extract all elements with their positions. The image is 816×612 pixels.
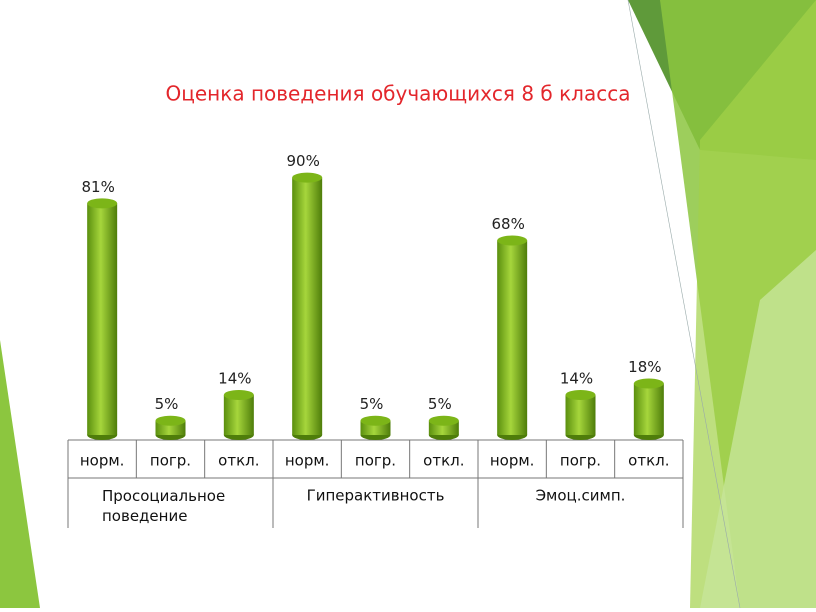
bar: [87, 203, 118, 435]
group-label: Эмоц.симп.: [536, 487, 626, 505]
bar: [633, 383, 664, 435]
data-label: 14%: [560, 369, 593, 387]
bar: [223, 394, 254, 435]
x-tick-label: погр.: [150, 452, 191, 470]
bar-cap: [497, 235, 528, 246]
bar: [565, 394, 596, 435]
data-label: 81%: [81, 178, 114, 196]
x-tick-label: откл.: [218, 452, 259, 470]
x-tick-label: погр.: [355, 452, 396, 470]
x-tick-label: откл.: [628, 452, 669, 470]
bar-cap: [633, 378, 664, 389]
bar-cap: [292, 172, 323, 183]
bar-cap: [223, 389, 254, 400]
bar: [292, 177, 323, 435]
bar-cap: [428, 415, 459, 426]
data-label: 18%: [628, 358, 661, 376]
data-label: 5%: [360, 395, 384, 413]
bar-cap: [155, 415, 186, 426]
group-label: Гиперактивность: [307, 487, 445, 505]
bar-cap: [360, 415, 391, 426]
group-label: Просоциальное поведение: [102, 487, 225, 525]
bar-cap: [565, 389, 596, 400]
chart-title: Оценка поведения обучающихся 8 б класса: [166, 82, 631, 106]
data-label: 5%: [155, 395, 179, 413]
x-tick-label: норм.: [80, 452, 125, 470]
x-tick-label: норм.: [490, 452, 535, 470]
x-tick-label: откл.: [423, 452, 464, 470]
x-tick-label: норм.: [285, 452, 330, 470]
data-label: 90%: [286, 152, 319, 170]
data-label: 68%: [491, 215, 524, 233]
data-label: 5%: [428, 395, 452, 413]
bar: [497, 240, 528, 435]
x-tick-label: погр.: [560, 452, 601, 470]
bar-cap: [87, 198, 118, 209]
data-label: 14%: [218, 369, 251, 387]
